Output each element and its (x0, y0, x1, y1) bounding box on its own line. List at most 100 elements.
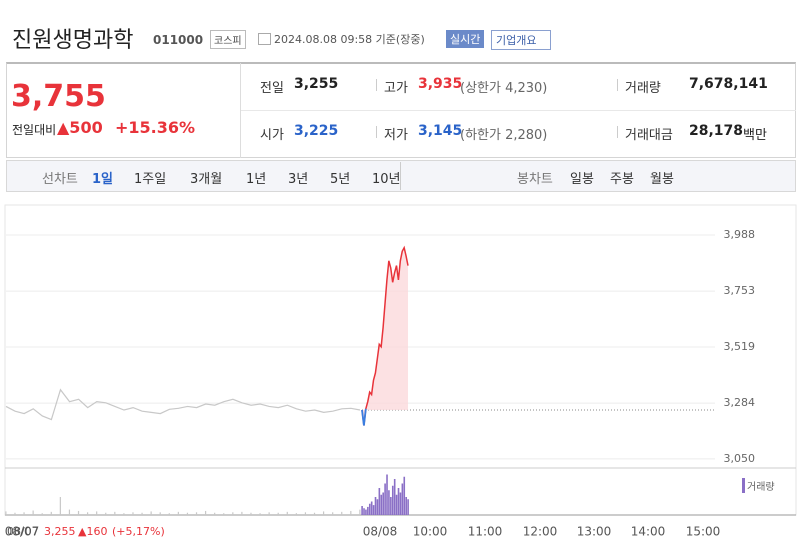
cell-value: 7,678,141 (689, 76, 768, 92)
volume-bar (393, 479, 396, 515)
volume-bar (50, 511, 52, 515)
cell-note: (상한가 4,230) (460, 81, 548, 96)
price-line (361, 245, 409, 426)
y-tick-label: 3,753 (724, 284, 756, 297)
candle-tab[interactable]: 월봉 (650, 172, 674, 187)
price-down-segment (363, 408, 367, 426)
volume-bar (405, 497, 407, 515)
volume-bar (286, 511, 288, 515)
volume-bar (384, 483, 386, 515)
volume-bar (322, 511, 325, 515)
x-tick-label: 14:00 (631, 525, 666, 539)
volume-bar (204, 510, 207, 515)
volume-bar (268, 512, 270, 515)
volume-bar (374, 497, 377, 515)
x-tick-label: 12:00 (523, 525, 558, 539)
volume-bar (86, 512, 89, 515)
footer-rate: (+5,17%) (112, 525, 165, 538)
tab-label: 봉차트 (517, 172, 553, 187)
volume-bar (132, 512, 134, 515)
volume-bar (313, 512, 316, 515)
volume-bar (382, 492, 384, 515)
candle-tab[interactable]: 주봉 (610, 172, 634, 187)
volume-bar (177, 511, 179, 515)
cell-value: 28,178 (689, 123, 744, 139)
stock-name: 진원생명과학 (12, 28, 134, 53)
y-tick-label: 3,519 (724, 340, 756, 353)
volume-bar (32, 510, 34, 515)
volume-bar (376, 499, 379, 515)
volume-bar (386, 474, 388, 515)
volume-bar (14, 512, 16, 515)
volume-bar (41, 513, 43, 515)
volume-bar (378, 488, 381, 515)
divider (617, 126, 618, 138)
x-tick-label: 15:00 (686, 525, 721, 539)
price: 3,755 (11, 79, 106, 114)
volume-bar (365, 509, 367, 515)
tab-label: 선차트 (42, 172, 78, 187)
realtime-badge[interactable]: 실시간 (446, 30, 485, 48)
volume-bar (59, 497, 61, 515)
period-tab[interactable]: 1년 (246, 172, 267, 187)
footer-date: 08/07 (7, 525, 39, 538)
footer-close: 3,255 (44, 525, 76, 538)
volume-bar (363, 508, 365, 515)
cell-value: 3,145 (418, 123, 463, 139)
divider (376, 126, 377, 138)
cell-label: 고가 (384, 81, 408, 96)
candle-tab[interactable]: 일봉 (570, 172, 594, 187)
volume-bar (359, 509, 361, 515)
volume-bar (77, 510, 80, 515)
volume-bar (150, 511, 152, 515)
volume-bar (232, 512, 234, 515)
cell-value: 3,255 (294, 76, 339, 92)
y-tick-label: 3,050 (724, 452, 756, 465)
volume-bar (370, 501, 373, 515)
change-rate: +15.36% (115, 118, 196, 137)
x-tick-label: 13:00 (577, 525, 612, 539)
y-tick-label: 3,988 (724, 228, 756, 241)
divider (240, 63, 241, 158)
volume-bar (295, 513, 297, 515)
period-tab[interactable]: 1일 (92, 172, 114, 187)
divider (376, 79, 377, 91)
volume-legend: 거래량 (742, 478, 775, 493)
volume-bar (250, 512, 252, 515)
footer-change: ▲160 (78, 525, 108, 538)
change: ▲500 (57, 118, 103, 137)
volume-bar (186, 512, 189, 515)
volume-bar (241, 511, 243, 515)
cell-value: 3,225 (294, 123, 339, 139)
cell-value: 3,935 (418, 76, 463, 92)
volume-bar (5, 511, 7, 515)
cell-label: 거래대금 (625, 128, 673, 143)
divider (241, 110, 796, 111)
volume-bar (259, 513, 261, 515)
period-tab[interactable]: 5년 (330, 172, 351, 187)
period-tab[interactable]: 1주일 (134, 172, 167, 187)
volume-bar (391, 485, 394, 515)
volume-bar (68, 509, 71, 515)
cell-label: 시가 (260, 128, 284, 143)
divider (617, 79, 618, 91)
period-tab[interactable]: 3년 (288, 172, 309, 187)
period-tab[interactable]: 10년 (372, 172, 401, 187)
change-label: 전일대비 (12, 123, 57, 137)
x-tick-label: 11:00 (468, 525, 503, 539)
volume-bar (114, 511, 116, 515)
period-tab[interactable]: 3개월 (190, 172, 223, 187)
volume-bar (141, 512, 143, 515)
tab-bar (6, 160, 796, 192)
volume-bar (401, 483, 404, 515)
price-line (5, 388, 361, 421)
volume-bar (407, 499, 409, 515)
volume-bar (105, 512, 107, 515)
stock-code: 011000 (153, 33, 204, 47)
market-badge: 코스피 (210, 30, 246, 49)
volume-bar (195, 512, 198, 515)
volume-bar (397, 488, 400, 515)
date: 2024.08.08 09:58 기준(장중) (274, 33, 425, 46)
company-dropdown[interactable]: 기업개요 (491, 30, 552, 50)
volume-bar (350, 510, 352, 515)
